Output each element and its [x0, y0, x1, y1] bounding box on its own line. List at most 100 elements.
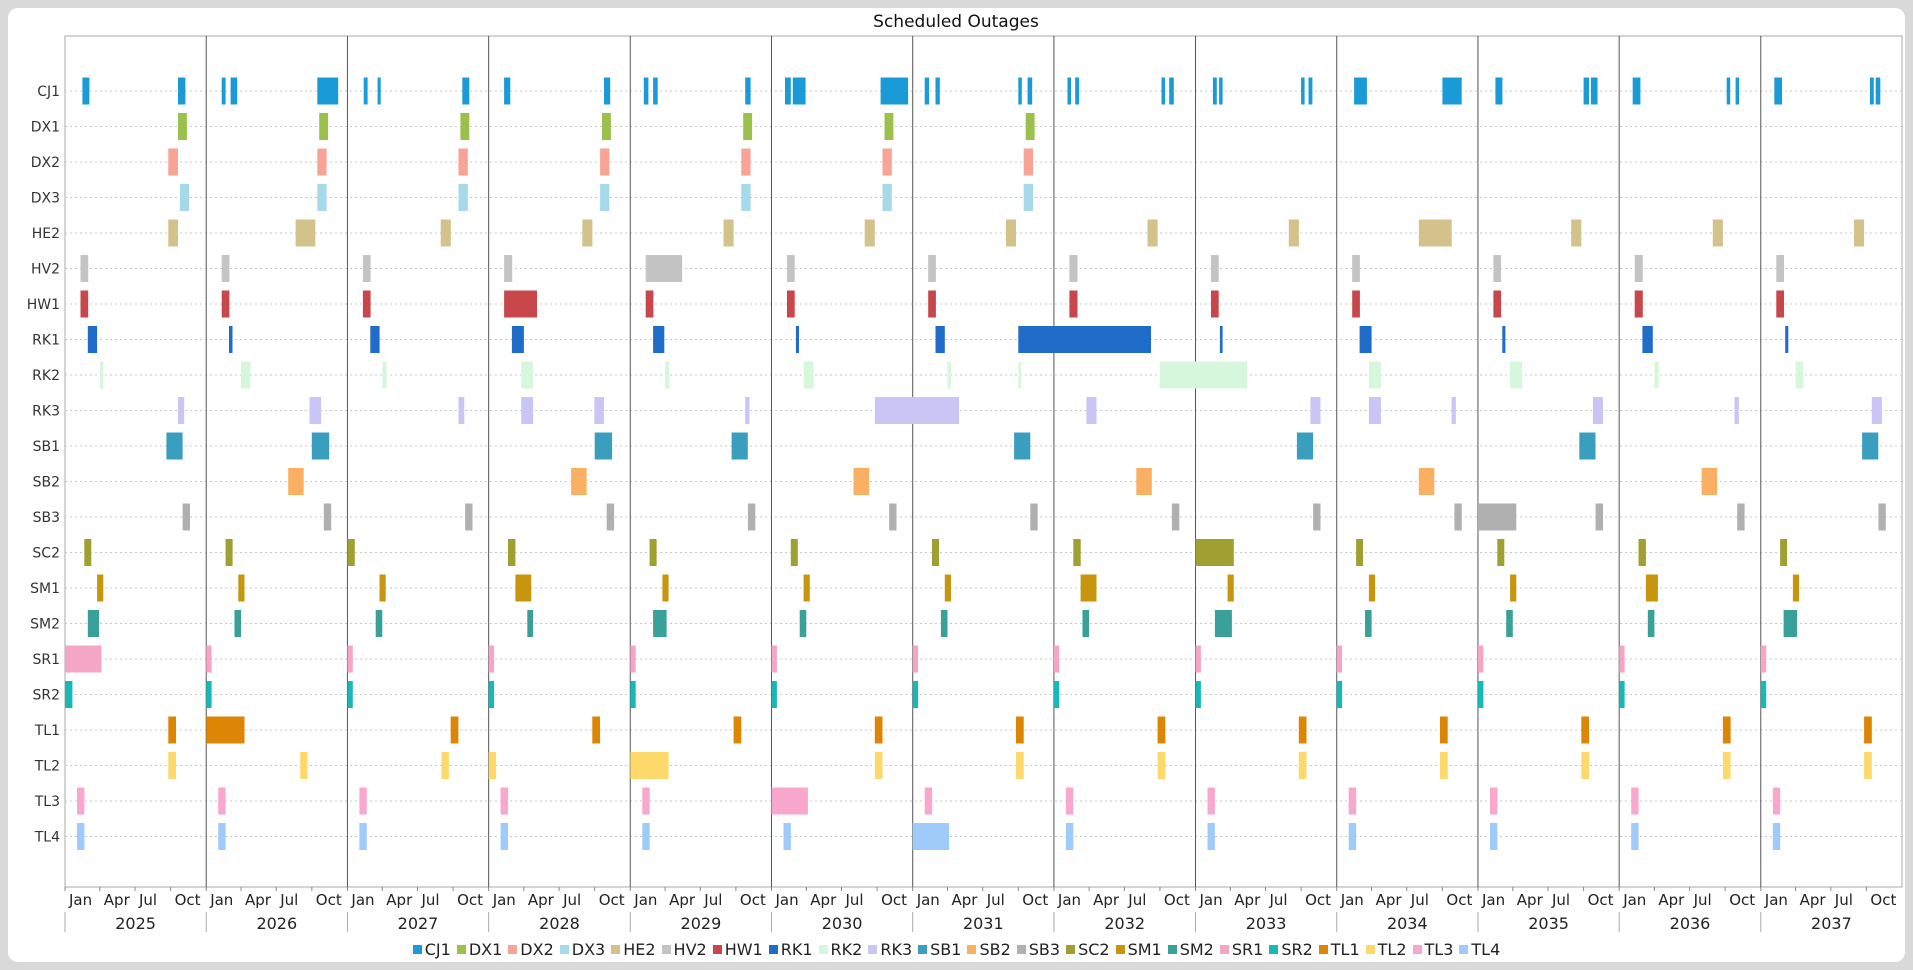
outage-bar-tl4 [1348, 823, 1357, 850]
outage-bar-sm2 [1365, 610, 1372, 637]
outage-bar-sb2 [1701, 468, 1718, 495]
legend-item: TL2 [1365, 940, 1407, 959]
outage-bar-sr2 [1478, 681, 1484, 708]
outage-bar-cj1 [745, 77, 751, 105]
legend-label: SB1 [930, 940, 962, 959]
outage-bar-hw1 [1211, 290, 1219, 318]
outage-bar-tl3 [642, 787, 650, 815]
outage-bar-tl4 [1207, 823, 1215, 850]
outage-bar-hv2 [1776, 255, 1784, 282]
legend: CJ1 DX1 DX2 DX3 HE2 HV2 HW1 RK1 RK2 RK3 SB1 SB2 SB3 S… [0, 940, 1913, 959]
outage-bar-cj1 [935, 77, 940, 105]
outage-bar-sr2 [1053, 681, 1060, 708]
outage-bar-tl4 [1631, 823, 1639, 850]
outage-bar-tl3 [1348, 787, 1357, 815]
outage-bar-sm1 [1368, 574, 1376, 602]
legend-label: HE2 [623, 940, 656, 959]
outage-bar-dx2 [458, 148, 468, 176]
outage-bar-hv2 [645, 255, 683, 282]
outage-bar-sm2 [1082, 610, 1090, 637]
y-label: DX1 [31, 120, 60, 136]
outage-bar-rk2 [1368, 361, 1381, 389]
outage-bar-cj1 [1354, 77, 1367, 105]
outage-bar-sb2 [571, 468, 587, 495]
outage-bar-sr2 [630, 681, 636, 708]
outage-bar-sb3 [1454, 503, 1462, 531]
outage-bar-sr2 [1195, 681, 1201, 708]
outage-bar-sb2 [1136, 468, 1152, 495]
outage-bar-rk2 [1018, 361, 1021, 389]
outage-bar-he2 [1854, 219, 1865, 247]
legend-swatch [918, 945, 928, 954]
plot-area [64, 35, 1903, 888]
outage-bar-sc2 [1073, 539, 1081, 566]
y-label: HE2 [32, 226, 60, 242]
outage-bar-sr2 [1619, 681, 1625, 708]
year-label: 2030 [822, 914, 863, 933]
outage-bar-he2 [1005, 219, 1016, 247]
outage-bar-sm2 [1506, 610, 1513, 637]
legend-item: SB1 [918, 940, 961, 959]
legend-label: SR1 [1231, 940, 1264, 959]
legend-label: RK1 [780, 940, 813, 959]
outage-bar-sm2 [1647, 610, 1655, 637]
month-label: Oct [1729, 891, 1755, 909]
outage-bar-rk1 [935, 326, 945, 353]
legend-swatch [967, 945, 977, 954]
outage-bar-hw1 [1776, 290, 1784, 318]
outage-bar-sb1 [1579, 432, 1596, 460]
outage-bar-cj1 [1869, 77, 1874, 105]
month-label: Jan [775, 891, 799, 909]
outage-bar-sm2 [87, 610, 99, 637]
outage-bar-sc2 [1356, 539, 1364, 566]
outage-bar-dx3 [882, 184, 892, 211]
outage-bar-sc2 [225, 539, 233, 566]
outage-bar-dx1 [460, 113, 470, 140]
legend-swatch [1365, 945, 1375, 954]
y-label: SM1 [30, 581, 60, 597]
y-label: HW1 [27, 297, 60, 313]
y-label: RK3 [32, 404, 60, 420]
legend-item: SC2 [1066, 940, 1110, 959]
legend-label: HV2 [673, 940, 707, 959]
outage-bar-hv2 [1352, 255, 1360, 282]
year-label: 2027 [398, 914, 439, 933]
year-label: 2036 [1670, 914, 1711, 933]
grid-lines [65, 90, 1902, 837]
outage-bar-cj1 [221, 77, 226, 105]
outage-bar-rk3 [1086, 397, 1097, 424]
outage-bar-tl2 [630, 752, 669, 779]
outage-bar-tl2 [488, 752, 497, 779]
outage-bar-rk3 [745, 397, 750, 424]
year-label: 2025 [115, 914, 156, 933]
legend-swatch [818, 945, 828, 954]
outage-bar-sb2 [288, 468, 304, 495]
month-label: Jan [1764, 891, 1788, 909]
outage-bar-sm1 [803, 574, 810, 602]
outage-bar-sr2 [1760, 681, 1767, 708]
outage-bar-tl1 [874, 716, 883, 744]
outage-bar-cj1 [1726, 77, 1731, 105]
month-label: Jul [1410, 891, 1429, 909]
outage-bar-sb3 [465, 503, 473, 531]
y-label: RK1 [32, 333, 60, 349]
legend-label: SB2 [979, 940, 1011, 959]
outage-bar-cj1 [1067, 77, 1071, 105]
y-label: RK2 [32, 368, 60, 384]
outage-bar-rk2 [1510, 361, 1523, 389]
legend-label: CJ1 [424, 940, 451, 959]
y-axis-labels: CJ1 DX1 DX2 DX3 HE2 HV2 HW1 RK1 RK2 RK3 SB1 SB2 SB3 S… [27, 84, 60, 846]
outage-bar-sb1 [1014, 432, 1031, 460]
outage-bar-sm2 [799, 610, 807, 637]
month-label: Jul [1127, 891, 1146, 909]
legend-label: SM1 [1127, 940, 1162, 959]
x-axis: 2025 Jan Apr Jul Oct 2026 Jan Apr Jul Oct 2027 Jan A… [64, 887, 1896, 933]
month-label: Apr [386, 891, 413, 909]
outage-bar-tl2 [168, 752, 176, 779]
y-label: TL1 [34, 723, 60, 739]
outage-bar-cj1 [792, 77, 806, 105]
outage-bar-cj1 [653, 77, 658, 105]
outage-bar-rk2 [1654, 361, 1659, 389]
outage-bar-tl4 [912, 823, 950, 850]
outage-bar-rk2 [382, 361, 387, 389]
